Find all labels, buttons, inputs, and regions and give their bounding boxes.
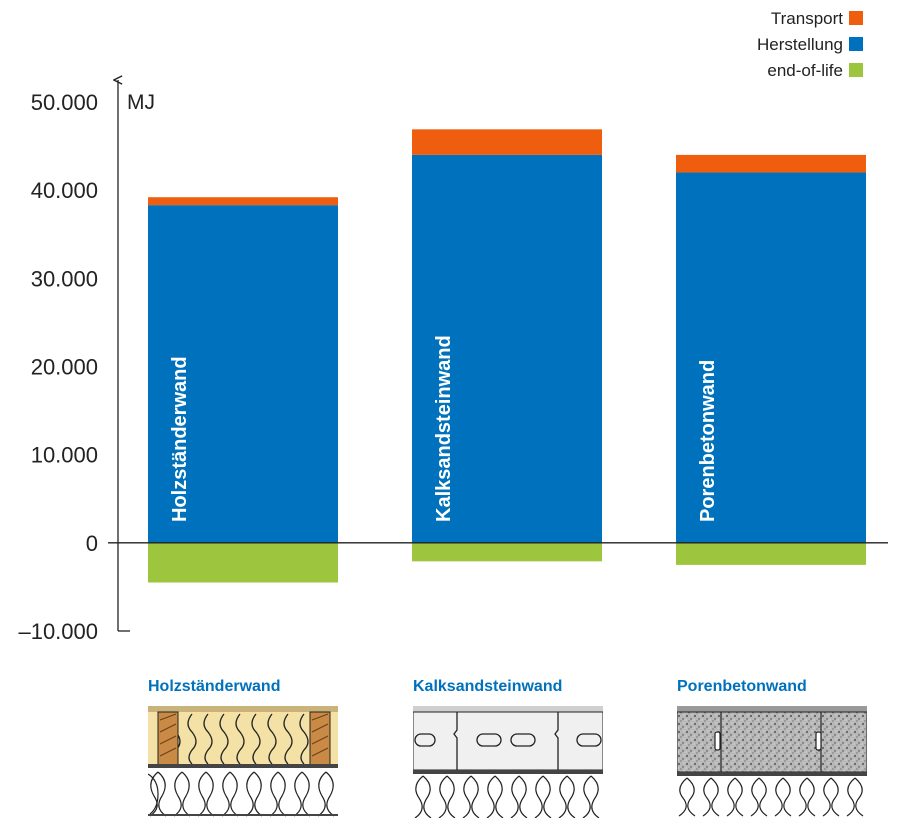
- bar-herstellung-kalksandsteinwand: [412, 154, 602, 543]
- y-tick-label: –10.000: [18, 619, 98, 644]
- bar-end-of-life-holzstaenderwand: [148, 542, 338, 583]
- kalksandsteinwand-section-illustration: [413, 706, 603, 818]
- bar-herstellung-holzstaenderwand: [148, 205, 338, 543]
- wall-title-porenbetonwand: Porenbetonwand: [677, 678, 807, 695]
- y-tick-label: 50.000: [31, 90, 98, 115]
- y-tick-label: 30.000: [31, 266, 98, 291]
- y-tick-label: 20.000: [31, 355, 98, 380]
- bar-transport-holzstaenderwand: [148, 197, 338, 206]
- bar-end-of-life-kalksandsteinwand: [412, 542, 602, 562]
- bar-herstellung-porenbetonwand: [676, 172, 866, 543]
- legend-swatch-transport: [849, 11, 863, 25]
- wall-title-kalksandsteinwand: Kalksandsteinwand: [413, 678, 563, 695]
- bar-end-of-life-porenbetonwand: [676, 542, 866, 565]
- y-tick-label: 40.000: [31, 178, 98, 203]
- bar-transport-kalksandsteinwand: [412, 129, 602, 155]
- wall-title-holzstaenderwand: Holzständerwand: [148, 678, 281, 695]
- legend-label-transport: Transport: [771, 9, 843, 28]
- stacked-bar-chart: 50.000 40.000 30.000 20.000 10.000 0 –10.000 MJ…: [18, 9, 888, 644]
- y-axis-unit-label: MJ: [127, 91, 155, 114]
- bar-transport-porenbetonwand: [676, 154, 866, 173]
- legend-label-herstellung: Herstellung: [757, 35, 843, 54]
- bar-category-label-holzstaenderwand: Holzständerwand: [169, 356, 191, 522]
- legend-swatch-end-of-life: [849, 63, 863, 77]
- legend-label-end-of-life: end-of-life: [767, 61, 843, 80]
- porenbetonwand-section-illustration: [677, 706, 867, 817]
- bar-category-label-porenbetonwand: Porenbetonwand: [697, 360, 719, 522]
- y-tick-label: 10.000: [31, 443, 98, 468]
- holzstaenderwand-section-illustration: [148, 706, 338, 817]
- y-tick-label: 0: [86, 531, 98, 556]
- bar-category-label-kalksandsteinwand: Kalksandsteinwand: [433, 335, 455, 522]
- legend-swatch-herstellung: [849, 37, 863, 51]
